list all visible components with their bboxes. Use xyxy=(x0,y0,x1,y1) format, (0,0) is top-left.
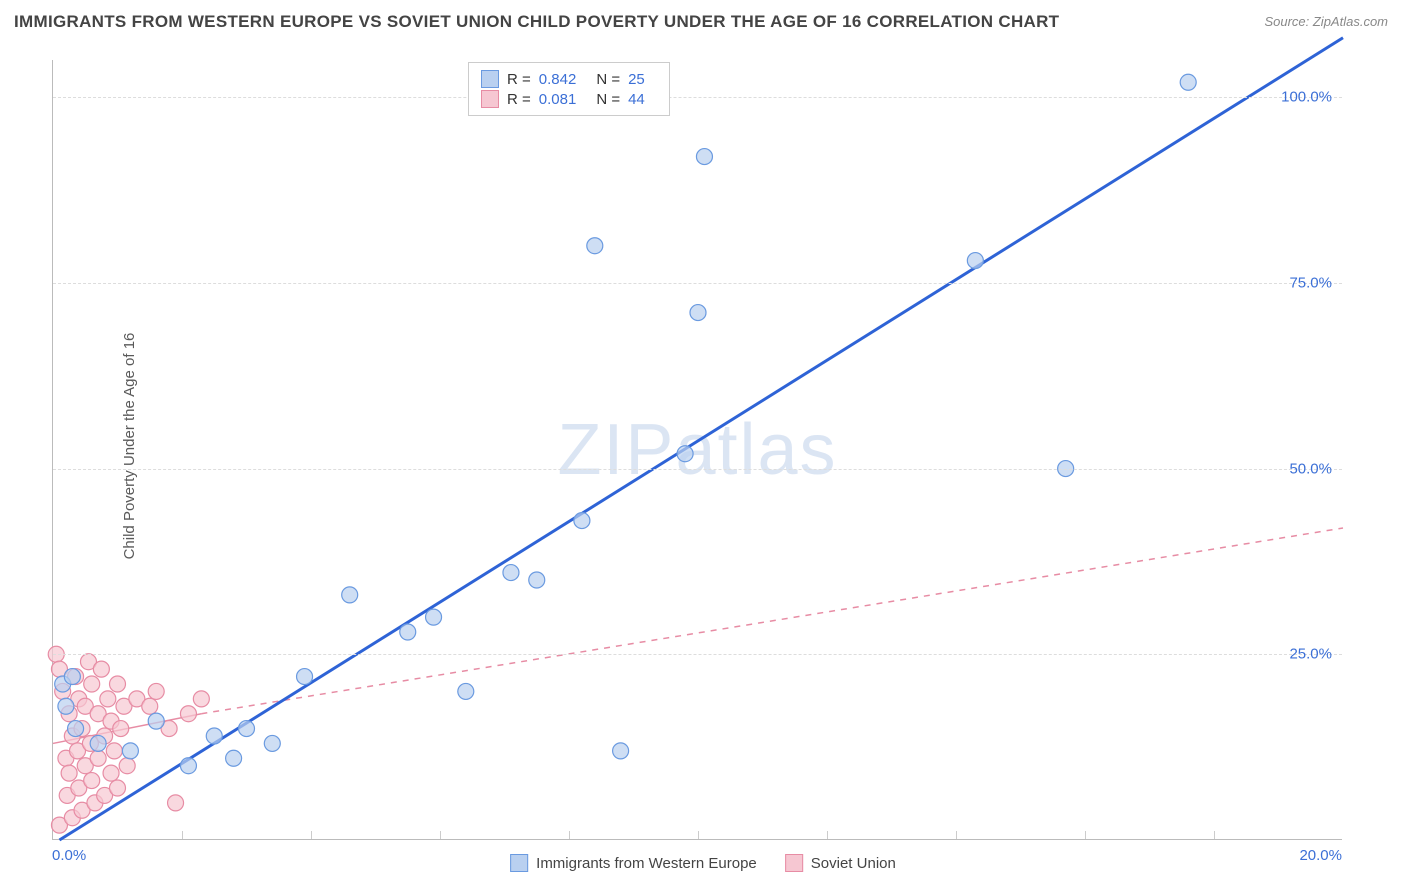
stats-row: R = 0.842 N = 25 xyxy=(481,70,657,88)
y-tick-label: 25.0% xyxy=(1289,646,1332,663)
data-point xyxy=(677,446,693,462)
bottom-legend: Immigrants from Western Europe Soviet Uni… xyxy=(510,854,896,872)
data-point xyxy=(168,795,184,811)
r-value: 0.081 xyxy=(539,91,577,108)
data-point xyxy=(84,676,100,692)
data-point xyxy=(142,698,158,714)
x-grid-mark xyxy=(1085,831,1086,839)
data-point xyxy=(93,661,109,677)
data-point xyxy=(226,750,242,766)
data-point xyxy=(1180,74,1196,90)
data-point xyxy=(193,691,209,707)
data-point xyxy=(967,253,983,269)
r-value: 0.842 xyxy=(539,71,577,88)
data-point xyxy=(297,669,313,685)
data-point xyxy=(106,743,122,759)
data-point xyxy=(90,735,106,751)
x-grid-mark xyxy=(440,831,441,839)
data-point xyxy=(503,565,519,581)
x-grid-mark xyxy=(1214,831,1215,839)
y-tick-label: 75.0% xyxy=(1289,274,1332,291)
legend-label: Soviet Union xyxy=(811,855,896,872)
gridline xyxy=(53,97,1342,98)
y-tick-label: 50.0% xyxy=(1289,460,1332,477)
data-point xyxy=(110,676,126,692)
data-point xyxy=(90,750,106,766)
data-point xyxy=(103,765,119,781)
chart-title: IMMIGRANTS FROM WESTERN EUROPE VS SOVIET… xyxy=(14,12,1059,32)
data-point xyxy=(587,238,603,254)
data-point xyxy=(613,743,629,759)
data-point xyxy=(529,572,545,588)
gridline xyxy=(53,283,1342,284)
legend-swatch-pink xyxy=(481,90,499,108)
data-point xyxy=(426,609,442,625)
legend-swatch-blue xyxy=(510,854,528,872)
data-point xyxy=(574,513,590,529)
data-point xyxy=(264,735,280,751)
r-label: R = xyxy=(507,91,531,108)
data-point xyxy=(696,149,712,165)
gridline xyxy=(53,654,1342,655)
x-grid-mark xyxy=(827,831,828,839)
data-point xyxy=(206,728,222,744)
legend-item: Soviet Union xyxy=(785,854,896,872)
data-point xyxy=(110,780,126,796)
trend-line xyxy=(201,528,1343,714)
data-point xyxy=(148,683,164,699)
y-tick-label: 100.0% xyxy=(1281,89,1332,106)
legend-label: Immigrants from Western Europe xyxy=(536,855,757,872)
legend-swatch-blue xyxy=(481,70,499,88)
stats-box: R = 0.842 N = 25 R = 0.081 N = 44 xyxy=(468,62,670,116)
data-point xyxy=(100,691,116,707)
plot-svg xyxy=(53,60,1342,839)
x-grid-mark xyxy=(311,831,312,839)
x-grid-mark xyxy=(956,831,957,839)
data-point xyxy=(690,305,706,321)
x-grid-mark xyxy=(698,831,699,839)
data-point xyxy=(180,706,196,722)
plot-area: ZIPatlas 25.0%50.0%75.0%100.0% xyxy=(52,60,1342,840)
stats-row: R = 0.081 N = 44 xyxy=(481,90,657,108)
data-point xyxy=(113,721,129,737)
data-point xyxy=(84,773,100,789)
source-attribution: Source: ZipAtlas.com xyxy=(1264,14,1388,29)
x-tick-max: 20.0% xyxy=(1299,847,1342,864)
data-point xyxy=(458,683,474,699)
x-grid-mark xyxy=(182,831,183,839)
r-label: R = xyxy=(507,71,531,88)
data-point xyxy=(119,758,135,774)
x-grid-mark xyxy=(569,831,570,839)
n-label: N = xyxy=(596,71,620,88)
legend-item: Immigrants from Western Europe xyxy=(510,854,757,872)
data-point xyxy=(61,765,77,781)
data-point xyxy=(68,721,84,737)
data-point xyxy=(180,758,196,774)
x-tick-min: 0.0% xyxy=(52,847,86,864)
n-label: N = xyxy=(596,91,620,108)
data-point xyxy=(58,698,74,714)
data-point xyxy=(122,743,138,759)
data-point xyxy=(239,721,255,737)
legend-swatch-pink xyxy=(785,854,803,872)
data-point xyxy=(342,587,358,603)
n-value: 25 xyxy=(628,71,645,88)
data-point xyxy=(400,624,416,640)
data-point xyxy=(148,713,164,729)
data-point xyxy=(64,669,80,685)
gridline xyxy=(53,469,1342,470)
n-value: 44 xyxy=(628,91,645,108)
